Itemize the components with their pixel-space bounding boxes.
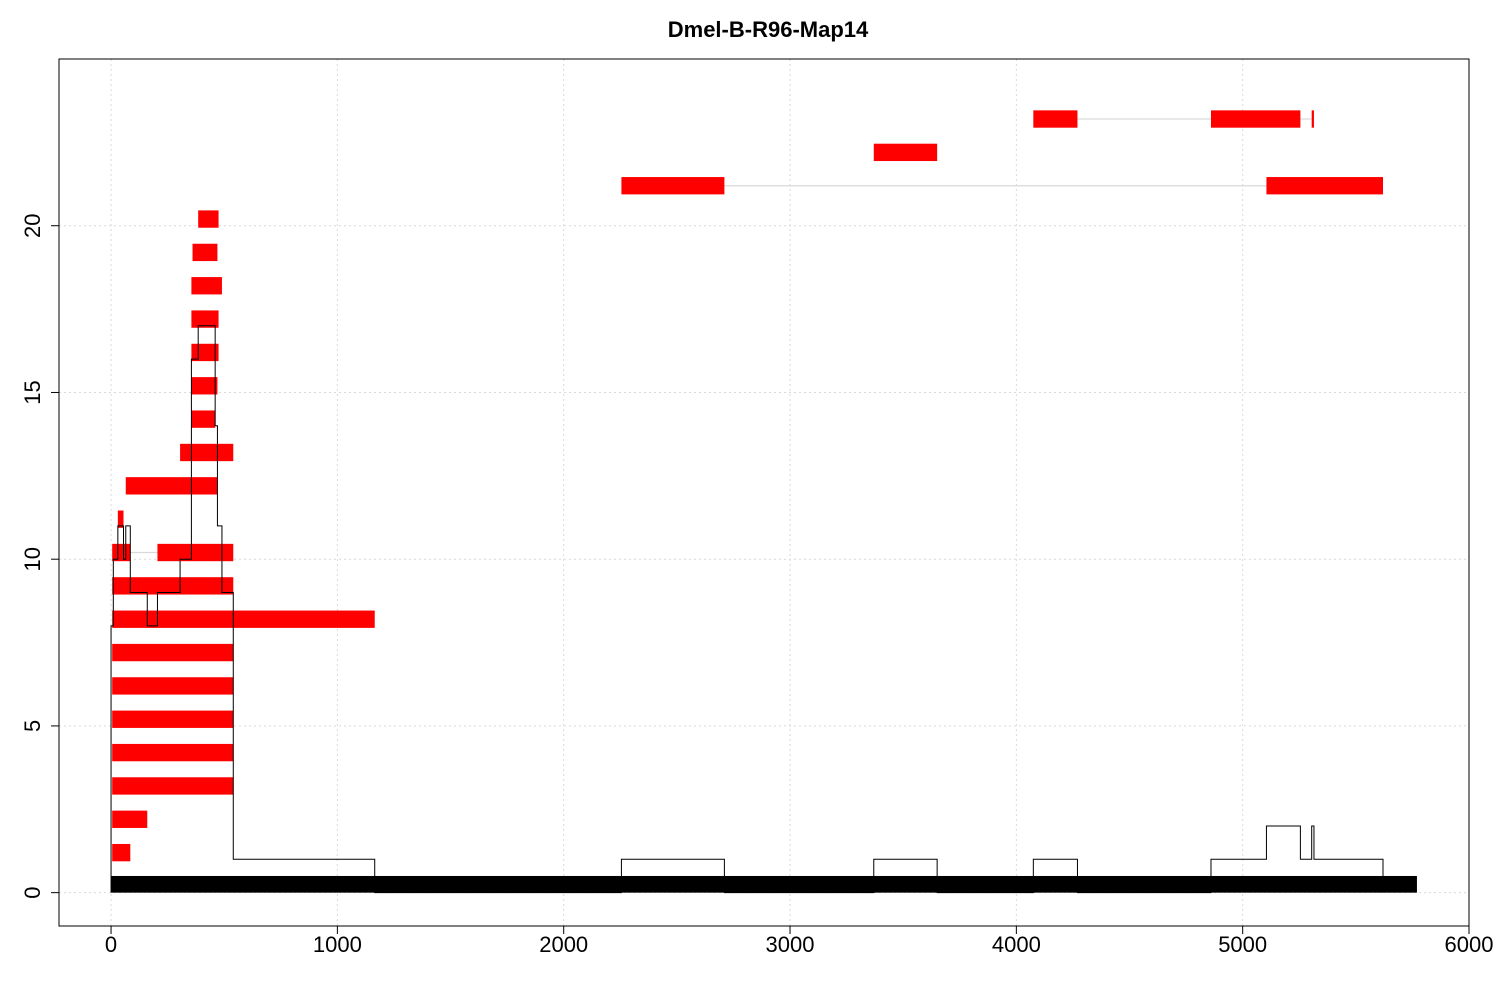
reference-bar	[111, 875, 1417, 893]
read-bar	[112, 777, 234, 795]
read-bar	[112, 843, 131, 862]
read-bar	[125, 477, 218, 495]
read-bar	[192, 243, 218, 262]
read-bar	[112, 677, 234, 695]
coverage	[110, 325, 1384, 894]
read-bar	[1311, 110, 1314, 128]
x-tick-label: 1000	[313, 932, 362, 957]
read-connectors	[130, 118, 1312, 554]
x-tick-label: 4000	[992, 932, 1041, 957]
y-axis: 0 5 10 15 20	[20, 213, 60, 899]
read-bar	[180, 443, 234, 462]
read-bar	[1266, 177, 1383, 195]
read-bar	[873, 143, 938, 162]
reference-track	[111, 875, 1417, 893]
y-tick-label: 5	[20, 720, 45, 732]
y-tick-label: 20	[20, 213, 45, 237]
read-bar	[191, 377, 218, 395]
read-bar	[112, 610, 375, 628]
reads	[112, 110, 1383, 862]
read-bar	[112, 810, 148, 828]
read-bar	[198, 210, 219, 228]
read-bar	[112, 743, 234, 762]
x-tick-label: 5000	[1218, 932, 1267, 957]
read-bar	[191, 310, 219, 328]
read-bar	[157, 543, 234, 562]
read-bar	[191, 343, 219, 362]
y-tick-label: 15	[20, 380, 45, 404]
x-tick-label: 2000	[539, 932, 588, 957]
x-tick-label: 0	[105, 932, 117, 957]
read-bar	[112, 543, 131, 562]
coverage-line	[110, 325, 1384, 894]
y-tick-label: 10	[20, 547, 45, 571]
read-bar	[191, 410, 216, 428]
read-bar	[117, 510, 124, 528]
read-bar	[191, 277, 222, 295]
read-bar	[112, 643, 234, 662]
x-axis: 0 1000 2000 3000 4000 5000 6000	[105, 925, 1494, 957]
read-bar	[1033, 110, 1078, 128]
y-tick-label: 0	[20, 887, 45, 899]
read-bar	[621, 177, 725, 195]
read-bar	[112, 577, 234, 595]
x-tick-label: 3000	[766, 932, 815, 957]
chart-title: Dmel-B-R96-Map14	[668, 17, 869, 42]
x-tick-label: 6000	[1445, 932, 1494, 957]
plot-frame	[58, 58, 1470, 927]
read-bar	[112, 710, 234, 728]
grid	[59, 59, 1470, 926]
read-bar	[1210, 110, 1301, 128]
